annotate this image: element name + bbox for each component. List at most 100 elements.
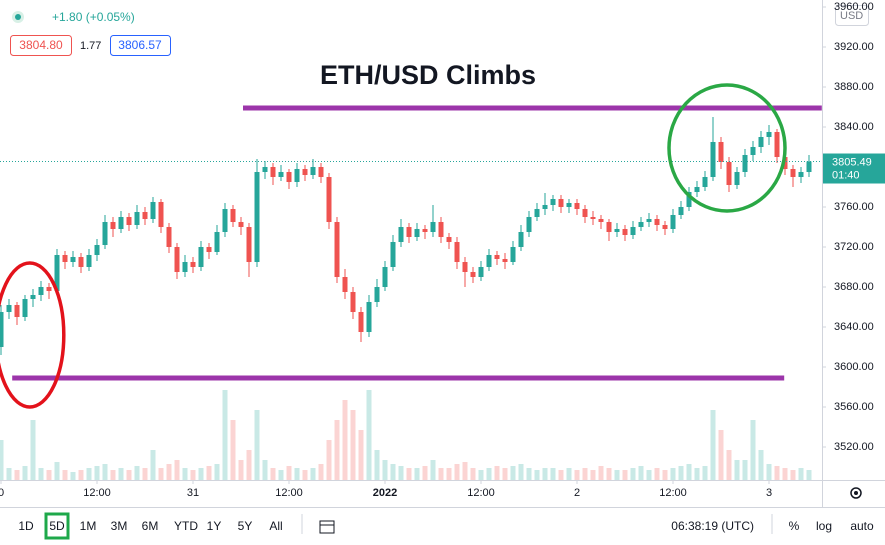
- candle-body: [454, 242, 460, 262]
- volume-bar: [302, 470, 308, 480]
- volume-bar: [86, 468, 92, 480]
- volume-bar: [14, 470, 20, 480]
- candle-body: [566, 203, 572, 207]
- volume-bar: [598, 466, 604, 480]
- candle-body: [110, 222, 116, 229]
- x-tick-label: 12:00: [83, 487, 111, 499]
- y-tick-label: 3840.00: [834, 121, 874, 133]
- candle-body: [414, 229, 420, 237]
- volume-bar: [510, 466, 516, 480]
- candle-body: [790, 169, 796, 177]
- axis-option[interactable]: %: [789, 519, 800, 533]
- currency-box[interactable]: [835, 5, 869, 26]
- volume-bar: [6, 468, 12, 480]
- range-button[interactable]: 5D: [49, 519, 65, 533]
- candle-body: [526, 217, 532, 232]
- x-tick-label: 2022: [373, 487, 397, 499]
- range-button[interactable]: 3M: [111, 519, 128, 533]
- volume-bar: [158, 468, 164, 480]
- candle-body: [214, 232, 220, 252]
- range-selected: [44, 512, 70, 540]
- x-tick-label: 12:00: [467, 487, 495, 499]
- candle-body: [614, 229, 620, 232]
- candle-body: [686, 192, 692, 207]
- volume-bar: [286, 466, 292, 480]
- volume-bar: [78, 470, 84, 480]
- candle-body: [518, 232, 524, 247]
- volume-bar: [502, 468, 508, 480]
- candle-body: [46, 287, 52, 291]
- candle-body: [262, 167, 268, 172]
- volume-bar: [222, 390, 228, 480]
- candle-body: [302, 169, 308, 175]
- candle-body: [174, 247, 180, 272]
- range-button[interactable]: 1D: [18, 519, 34, 533]
- axis-option[interactable]: auto: [850, 519, 874, 533]
- volume-bar: [662, 470, 668, 480]
- settings-icon[interactable]: [850, 487, 862, 499]
- volume-bar: [398, 466, 404, 480]
- volume-bar: [486, 468, 492, 480]
- compare-icon[interactable]: [319, 520, 335, 534]
- candle-body: [742, 155, 748, 172]
- volume-bar: [350, 410, 356, 480]
- range-button[interactable]: YTD: [174, 519, 198, 533]
- last-price-tag: [823, 153, 885, 184]
- volume-bar: [590, 470, 596, 480]
- volume-bar: [462, 462, 468, 480]
- candle-body: [254, 172, 260, 262]
- range-button[interactable]: 5Y: [238, 519, 253, 533]
- y-tick-label: 3520.00: [834, 441, 874, 453]
- volume-bar: [774, 466, 780, 480]
- range-button[interactable]: All: [269, 519, 282, 533]
- axis-option[interactable]: log: [816, 519, 832, 533]
- x-tick-label: 31: [187, 487, 199, 499]
- y-tick-label: 3760.00: [834, 201, 874, 213]
- candle-body: [542, 205, 548, 209]
- last-price: 3805.49: [832, 156, 872, 168]
- volume-bar: [206, 466, 212, 480]
- range-button[interactable]: 1Y: [207, 519, 222, 533]
- y-tick-label: 3680.00: [834, 281, 874, 293]
- range-button[interactable]: 6M: [142, 519, 159, 533]
- candle-body: [350, 292, 356, 312]
- volume-bar: [550, 468, 556, 480]
- clock: 06:38:19 (UTC): [671, 519, 754, 533]
- candle-body: [550, 199, 556, 205]
- volume-bar: [422, 466, 428, 480]
- volume-bar: [150, 450, 156, 480]
- candle-body: [222, 209, 228, 232]
- candle-body: [0, 312, 4, 347]
- bid-box: [10, 35, 72, 56]
- volume-bar: [670, 468, 676, 480]
- volume-bar: [110, 470, 116, 480]
- volume-bar: [414, 468, 420, 480]
- volume-bar: [230, 420, 236, 480]
- volume-bar: [22, 466, 28, 480]
- candle-body: [374, 287, 380, 302]
- candle-body: [294, 169, 300, 182]
- candle-body: [134, 212, 140, 225]
- volume-bar: [342, 400, 348, 480]
- range-button[interactable]: 1M: [80, 519, 97, 533]
- volume-bar: [54, 462, 60, 480]
- candle-body: [6, 305, 12, 312]
- volume-bar: [686, 464, 692, 480]
- candle-body: [502, 259, 508, 262]
- volume-bar: [294, 468, 300, 480]
- candle-body: [478, 267, 484, 277]
- candle-body: [318, 167, 324, 177]
- candle-body: [70, 257, 76, 262]
- candle-body: [22, 299, 28, 317]
- volume-bar: [734, 460, 740, 480]
- volume-bar: [254, 410, 260, 480]
- y-tick-label: 3560.00: [834, 401, 874, 413]
- volume-bar: [806, 470, 812, 480]
- candle-body: [286, 172, 292, 182]
- candle-body: [118, 217, 124, 229]
- volume-bar: [126, 470, 132, 480]
- chart-title: ETH/USD Climbs: [320, 60, 536, 90]
- countdown: 01:40: [832, 169, 860, 181]
- volume-bar: [566, 468, 572, 480]
